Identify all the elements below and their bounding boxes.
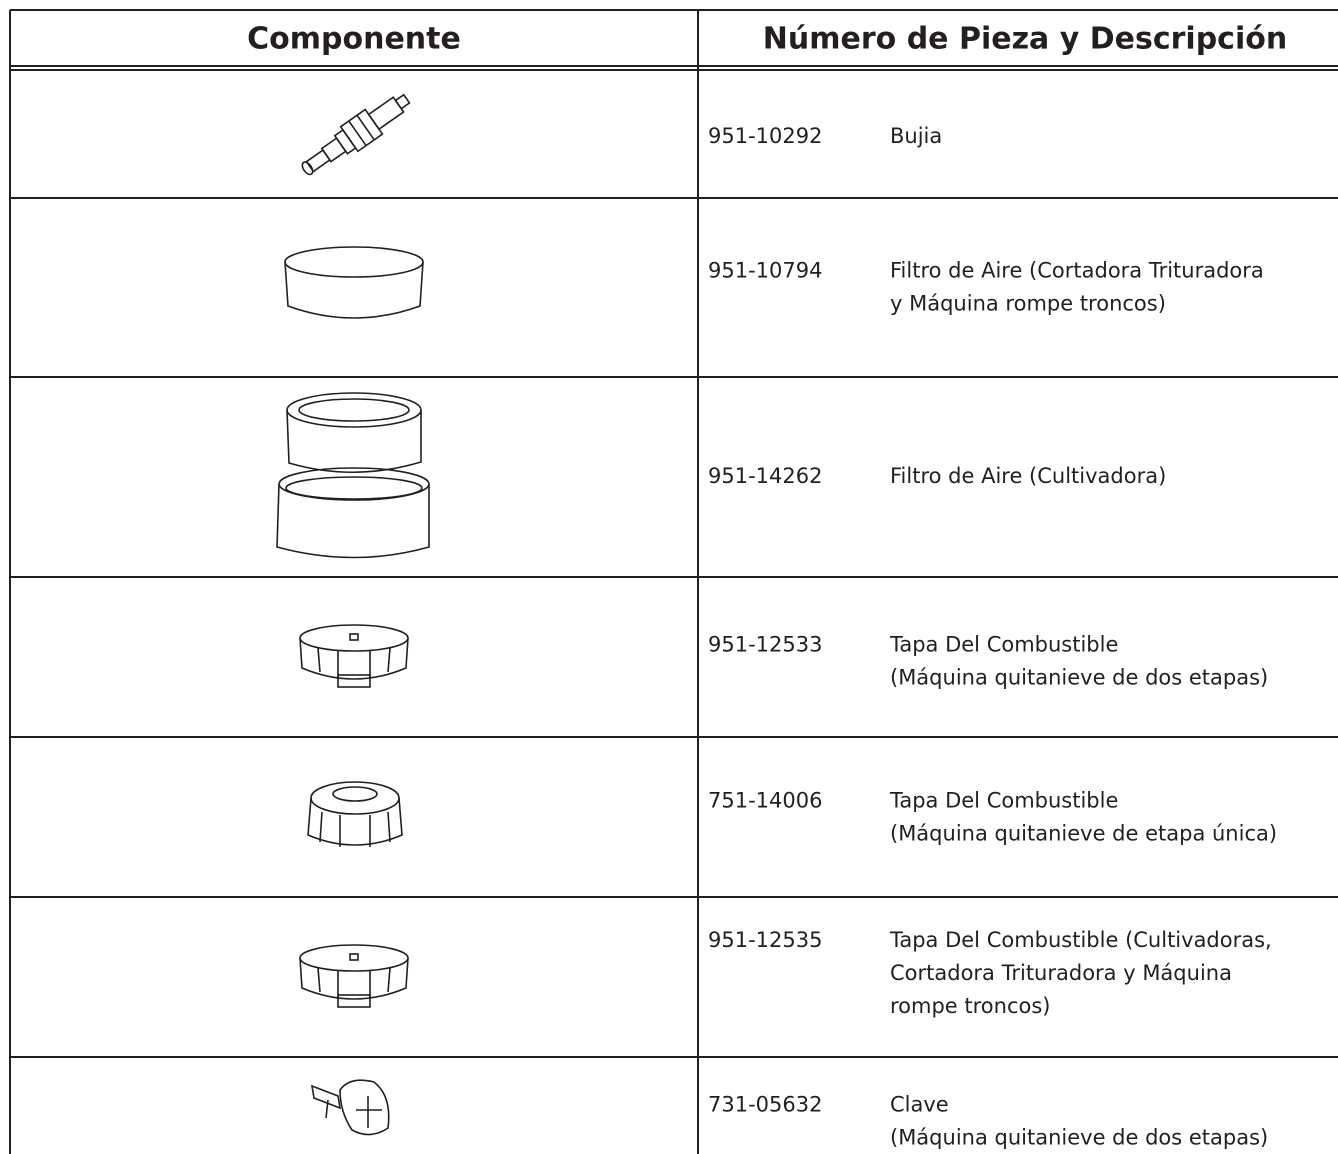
part-description: Tapa Del Combustible (Cultivadoras,	[889, 928, 1272, 952]
header-part: Número de Pieza y Descripción	[763, 22, 1287, 57]
part-description: Cortadora Trituradora y Máquina	[890, 961, 1232, 985]
part-description: y Máquina rompe troncos)	[890, 292, 1166, 316]
part-number: 751-14006	[708, 789, 822, 813]
part-description: Clave	[890, 1093, 949, 1117]
part-number: 951-12533	[708, 633, 822, 657]
part-description: Filtro de Aire (Cortadora Trituradora	[890, 259, 1264, 283]
part-number: 951-10292	[708, 124, 822, 148]
part-number: 951-14262	[708, 464, 822, 488]
header-component: Componente	[247, 22, 461, 57]
fuel-cap-single-stage-icon	[307, 781, 403, 847]
fuel-cap-icon	[299, 944, 409, 1008]
part-description: Bujia	[890, 124, 942, 148]
part-description: Tapa Del Combustible	[889, 633, 1118, 657]
part-description: (Máquina quitanieve de dos etapas)	[890, 1126, 1268, 1150]
air-filter-cultivator-icon	[276, 392, 430, 559]
air-filter-icon	[284, 246, 424, 319]
part-number: 951-10794	[708, 259, 822, 283]
part-description: Filtro de Aire (Cultivadora)	[890, 464, 1166, 488]
part-description: Tapa Del Combustible	[889, 789, 1118, 813]
part-number: 731-05632	[708, 1093, 822, 1117]
part-description: (Máquina quitanieve de etapa única)	[890, 822, 1277, 846]
part-description: (Máquina quitanieve de dos etapas)	[890, 666, 1268, 690]
part-description: rompe troncos)	[890, 994, 1051, 1018]
spark-plug-icon	[301, 93, 411, 176]
part-number: 951-12535	[708, 928, 822, 952]
key-icon	[310, 1079, 390, 1136]
fuel-cap-icon	[299, 624, 409, 688]
